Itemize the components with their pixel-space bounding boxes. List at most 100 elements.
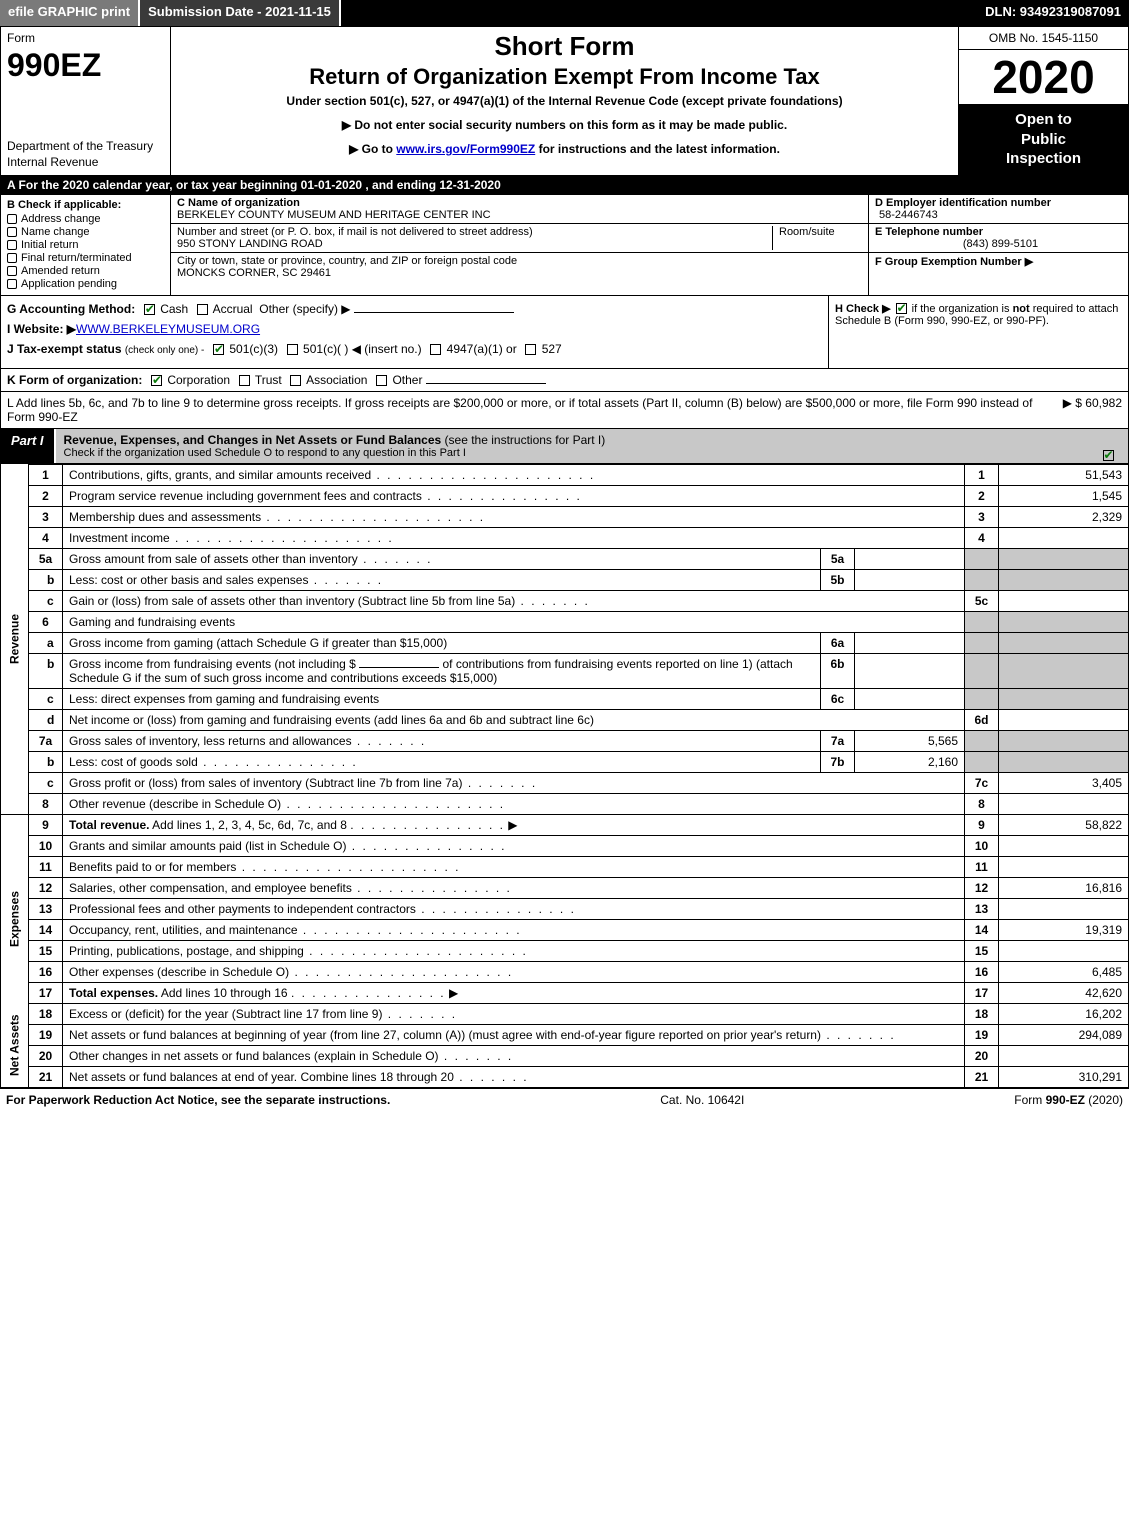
line-17: 17 Total expenses. Add lines 10 through …: [1, 982, 1129, 1003]
part-1-table: Revenue 1 Contributions, gifts, grants, …: [0, 464, 1129, 1088]
line-2: 2 Program service revenue including gove…: [1, 485, 1129, 506]
org-name: BERKELEY COUNTY MUSEUM AND HERITAGE CENT…: [177, 209, 491, 221]
checkbox-association[interactable]: [290, 375, 301, 386]
check-initial-return[interactable]: Initial return: [7, 239, 164, 251]
website-line: I Website: ▶WWW.BERKELEYMUSEUM.ORG: [7, 322, 822, 336]
city-row: City or town, state or province, country…: [171, 253, 868, 281]
line-9: 9 Total revenue. Add lines 1, 2, 3, 4, 5…: [1, 814, 1129, 835]
ein-row: D Employer identification number 58-2446…: [869, 195, 1128, 224]
line-5b: b Less: cost or other basis and sales ex…: [1, 569, 1129, 590]
website-link[interactable]: WWW.BERKELEYMUSEUM.ORG: [76, 322, 260, 336]
line-16: 16 Other expenses (describe in Schedule …: [1, 961, 1129, 982]
top-bar: efile GRAPHIC print Submission Date - 20…: [0, 0, 1129, 26]
omb-number: OMB No. 1545-1150: [959, 27, 1128, 50]
revenue-sidebar: Revenue: [1, 464, 29, 814]
line-6a: a Gross income from gaming (attach Sched…: [1, 632, 1129, 653]
line-1: Revenue 1 Contributions, gifts, grants, …: [1, 464, 1129, 485]
line-7b: b Less: cost of goods sold 7b 2,160: [1, 751, 1129, 772]
checkbox-icon: [7, 214, 17, 224]
part-1-check: [1088, 429, 1128, 463]
return-title: Return of Organization Exempt From Incom…: [179, 64, 950, 90]
checkbox-other-org[interactable]: [376, 375, 387, 386]
catalog-number: Cat. No. 10642I: [660, 1093, 744, 1107]
street-row: Number and street (or P. O. box, if mail…: [171, 224, 868, 253]
line-20: 20 Other changes in net assets or fund b…: [1, 1045, 1129, 1066]
efile-print-button[interactable]: efile GRAPHIC print: [0, 0, 140, 26]
checkbox-schedule-b[interactable]: [896, 303, 907, 314]
line-5c: c Gain or (loss) from sale of assets oth…: [1, 590, 1129, 611]
section-gij: G Accounting Method: Cash Accrual Other …: [1, 296, 828, 368]
other-org-line: [426, 383, 546, 384]
checkbox-icon: [7, 279, 17, 289]
checkbox-schedule-o[interactable]: [1103, 450, 1114, 461]
header-middle: Short Form Return of Organization Exempt…: [171, 27, 958, 175]
paperwork-notice: For Paperwork Reduction Act Notice, see …: [6, 1093, 390, 1107]
submission-date-button[interactable]: Submission Date - 2021-11-15: [140, 0, 341, 26]
org-name-row: C Name of organization BERKELEY COUNTY M…: [171, 195, 868, 224]
checkbox-4947[interactable]: [430, 344, 441, 355]
irs-link[interactable]: www.irs.gov/Form990EZ: [396, 142, 535, 156]
line-19: 19 Net assets or fund balances at beginn…: [1, 1024, 1129, 1045]
header-right: OMB No. 1545-1150 2020 Open to Public In…: [958, 27, 1128, 175]
check-application-pending[interactable]: Application pending: [7, 278, 164, 290]
form-label: Form: [7, 31, 164, 45]
subtitle: Under section 501(c), 527, or 4947(a)(1)…: [179, 94, 950, 108]
form-header: Form 990EZ Department of the Treasury In…: [0, 26, 1129, 176]
line-6c: c Less: direct expenses from gaming and …: [1, 688, 1129, 709]
row-a-tax-year: A For the 2020 calendar year, or tax yea…: [0, 176, 1129, 195]
section-c: C Name of organization BERKELEY COUNTY M…: [171, 195, 868, 295]
section-b: B Check if applicable: Address change Na…: [1, 195, 171, 295]
line-15: 15 Printing, publications, postage, and …: [1, 940, 1129, 961]
ein-value: 58-2446743: [879, 209, 938, 221]
phone-value: (843) 899-5101: [879, 238, 1122, 250]
dln-label: DLN: 93492319087091: [977, 0, 1129, 26]
check-amended-return[interactable]: Amended return: [7, 265, 164, 277]
checkbox-501c[interactable]: [287, 344, 298, 355]
check-address-change[interactable]: Address change: [7, 213, 164, 225]
checkbox-accrual[interactable]: [197, 304, 208, 315]
checkbox-icon: [7, 266, 17, 276]
accounting-method: G Accounting Method: Cash Accrual Other …: [7, 302, 822, 316]
header-left: Form 990EZ Department of the Treasury In…: [1, 27, 171, 175]
section-def: D Employer identification number 58-2446…: [868, 195, 1128, 295]
line-6b: b Gross income from fundraising events (…: [1, 653, 1129, 688]
section-h: H Check ▶ if the organization is not req…: [828, 296, 1128, 368]
checkbox-corporation[interactable]: [151, 375, 162, 386]
section-gh: G Accounting Method: Cash Accrual Other …: [0, 296, 1129, 369]
checkbox-501c3[interactable]: [213, 344, 224, 355]
checkbox-527[interactable]: [525, 344, 536, 355]
line-8: 8 Other revenue (describe in Schedule O)…: [1, 793, 1129, 814]
group-exemption-row: F Group Exemption Number ▶: [869, 253, 1128, 295]
other-specify-line: [354, 312, 514, 313]
line-18: Net Assets 18 Excess or (deficit) for th…: [1, 1003, 1129, 1024]
tax-exempt-status: J Tax-exempt status (check only one) - 5…: [7, 342, 822, 356]
netassets-sidebar: Net Assets: [1, 1003, 29, 1087]
street-address: 950 STONY LANDING ROAD: [177, 238, 323, 250]
line-13: 13 Professional fees and other payments …: [1, 898, 1129, 919]
part-1-title: Revenue, Expenses, and Changes in Net As…: [56, 429, 1088, 463]
check-name-change[interactable]: Name change: [7, 226, 164, 238]
department-label: Department of the Treasury Internal Reve…: [7, 139, 164, 170]
line-6d: d Net income or (loss) from gaming and f…: [1, 709, 1129, 730]
row-k: K Form of organization: Corporation Trus…: [0, 369, 1129, 392]
line-7c: c Gross profit or (loss) from sales of i…: [1, 772, 1129, 793]
line-3: 3 Membership dues and assessments 3 2,32…: [1, 506, 1129, 527]
line-21: 21 Net assets or fund balances at end of…: [1, 1066, 1129, 1087]
room-suite: Room/suite: [772, 226, 862, 250]
checkbox-icon: [7, 253, 17, 263]
checkbox-icon: [7, 227, 17, 237]
city-state-zip: MONCKS CORNER, SC 29461: [177, 267, 331, 279]
checkbox-trust[interactable]: [239, 375, 250, 386]
line-11: 11 Benefits paid to or for members 11: [1, 856, 1129, 877]
open-to-public-box: Open to Public Inspection: [959, 104, 1128, 175]
section-bcdef: B Check if applicable: Address change Na…: [0, 195, 1129, 296]
line-5a: 5a Gross amount from sale of assets othe…: [1, 548, 1129, 569]
instruction-1: Do not enter social security numbers on …: [179, 118, 950, 132]
form-number: 990EZ: [7, 47, 164, 84]
page-footer: For Paperwork Reduction Act Notice, see …: [0, 1088, 1129, 1111]
check-final-return[interactable]: Final return/terminated: [7, 252, 164, 264]
line-4: 4 Investment income 4: [1, 527, 1129, 548]
checkbox-cash[interactable]: [144, 304, 155, 315]
form-footer-label: Form 990-EZ (2020): [1014, 1093, 1123, 1107]
expenses-sidebar: Expenses: [1, 835, 29, 1003]
